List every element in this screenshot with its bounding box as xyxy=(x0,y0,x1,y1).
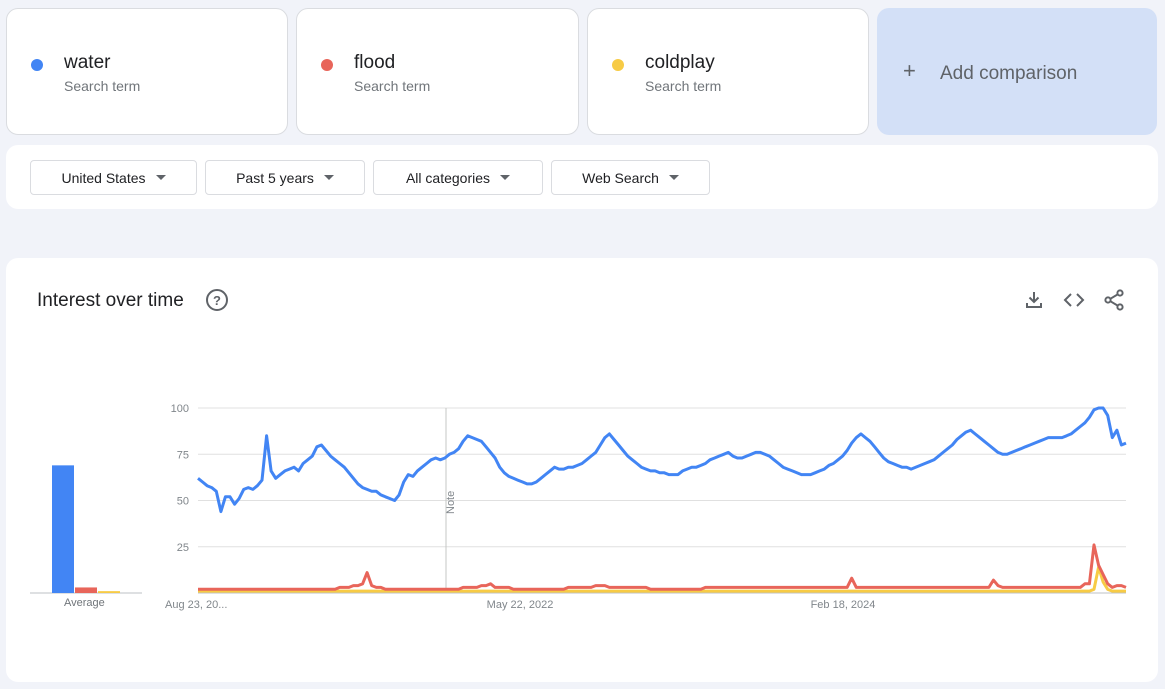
x-tick-label: Feb 18, 2024 xyxy=(811,599,876,611)
note-marker-label: Note xyxy=(445,491,457,514)
term-card-water[interactable]: water Search term xyxy=(6,8,288,135)
term-subtitle: Search term xyxy=(354,78,431,94)
series-color-dot xyxy=(612,59,624,71)
term-name: flood xyxy=(354,52,396,73)
average-bar-coldplay[interactable] xyxy=(98,591,120,593)
category-dropdown[interactable]: All categories xyxy=(373,160,543,195)
interest-over-time-chart: Note Aug 23, 20... May 22, 2022 Feb 18, … xyxy=(30,403,1127,611)
filter-bar: United States Past 5 years All categorie… xyxy=(6,145,1158,209)
series-line-coldplay[interactable] xyxy=(198,565,1126,593)
interest-over-time-panel: Interest over time ? Note Aug 23, 20... … xyxy=(6,258,1158,682)
caret-down-icon xyxy=(668,175,679,180)
download-icon[interactable] xyxy=(1022,288,1046,312)
add-comparison-button[interactable]: + Add comparison xyxy=(877,8,1157,135)
caret-down-icon xyxy=(500,175,511,180)
term-subtitle: Search term xyxy=(645,78,722,94)
y-tick-label: 25 xyxy=(177,542,189,554)
series-color-dot xyxy=(31,59,43,71)
region-value: United States xyxy=(61,169,146,186)
series-color-dot xyxy=(321,59,333,71)
term-card-flood[interactable]: flood Search term xyxy=(296,8,579,135)
time-period-dropdown[interactable]: Past 5 years xyxy=(205,160,365,195)
y-tick-label: 100 xyxy=(171,403,189,415)
series-line-water[interactable] xyxy=(197,406,1127,514)
y-tick-label: 50 xyxy=(177,496,189,508)
average-bar-flood[interactable] xyxy=(75,587,97,593)
search-type-dropdown[interactable]: Web Search xyxy=(551,160,710,195)
term-name: water xyxy=(64,52,111,73)
term-card-coldplay[interactable]: coldplay Search term xyxy=(587,8,869,135)
add-comparison-label: Add comparison xyxy=(940,63,1078,84)
average-label: Average xyxy=(64,597,105,609)
region-dropdown[interactable]: United States xyxy=(30,160,197,195)
x-tick-label: May 22, 2022 xyxy=(487,599,554,611)
term-name: coldplay xyxy=(645,52,715,73)
x-tick-label: Aug 23, 20... xyxy=(165,599,227,611)
plus-icon: + xyxy=(903,58,916,83)
panel-title: Interest over time xyxy=(37,290,184,311)
search-type-value: Web Search xyxy=(582,169,659,186)
period-value: Past 5 years xyxy=(236,169,314,186)
help-icon[interactable]: ? xyxy=(206,289,228,311)
y-tick-label: 75 xyxy=(177,449,189,461)
share-icon[interactable] xyxy=(1102,288,1126,312)
caret-down-icon xyxy=(323,175,334,180)
category-value: All categories xyxy=(405,169,491,186)
series-line-flood[interactable] xyxy=(198,543,1127,591)
average-bar-water[interactable] xyxy=(52,465,74,593)
embed-code-icon[interactable] xyxy=(1062,288,1086,312)
caret-down-icon xyxy=(155,175,166,180)
term-subtitle: Search term xyxy=(64,78,141,94)
